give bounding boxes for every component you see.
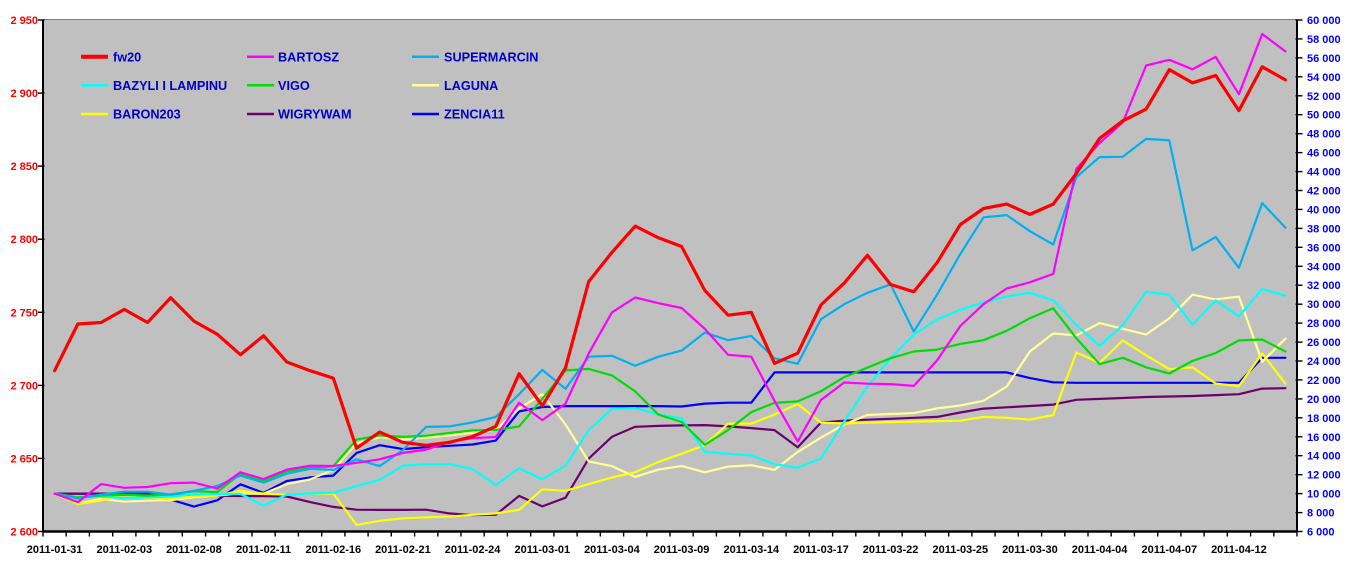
svg-text:2011-03-22: 2011-03-22 bbox=[863, 544, 919, 556]
svg-text:VIGO: VIGO bbox=[278, 79, 310, 93]
svg-text:2 950: 2 950 bbox=[10, 15, 38, 27]
svg-text:2011-03-25: 2011-03-25 bbox=[932, 544, 988, 556]
svg-text:2011-04-04: 2011-04-04 bbox=[1072, 544, 1129, 556]
svg-text:14 000: 14 000 bbox=[1307, 451, 1341, 463]
svg-text:WIGRYWAM: WIGRYWAM bbox=[278, 108, 352, 122]
svg-text:2011-03-01: 2011-03-01 bbox=[514, 544, 570, 556]
svg-text:56 000: 56 000 bbox=[1307, 53, 1341, 65]
svg-text:22 000: 22 000 bbox=[1307, 375, 1341, 387]
svg-text:2 800: 2 800 bbox=[10, 234, 38, 246]
svg-text:8 000: 8 000 bbox=[1307, 508, 1335, 520]
svg-text:2011-03-17: 2011-03-17 bbox=[793, 544, 849, 556]
svg-text:SUPERMARCIN: SUPERMARCIN bbox=[444, 50, 538, 64]
svg-text:2 600: 2 600 bbox=[10, 527, 38, 539]
svg-text:2011-04-12: 2011-04-12 bbox=[1211, 544, 1267, 556]
svg-text:2011-03-30: 2011-03-30 bbox=[1002, 544, 1058, 556]
svg-text:fw20: fw20 bbox=[113, 50, 141, 64]
svg-text:2011-03-09: 2011-03-09 bbox=[654, 544, 710, 556]
svg-text:30 000: 30 000 bbox=[1307, 299, 1341, 311]
svg-text:2 750: 2 750 bbox=[10, 307, 38, 319]
svg-text:44 000: 44 000 bbox=[1307, 167, 1341, 179]
svg-text:ZENCIA11: ZENCIA11 bbox=[444, 108, 505, 122]
svg-text:26 000: 26 000 bbox=[1307, 337, 1341, 349]
svg-text:BARON203: BARON203 bbox=[113, 108, 181, 122]
svg-text:2011-01-31: 2011-01-31 bbox=[27, 544, 83, 556]
svg-text:60 000: 60 000 bbox=[1307, 15, 1341, 27]
svg-text:2011-02-16: 2011-02-16 bbox=[305, 544, 361, 556]
svg-text:LAGUNA: LAGUNA bbox=[444, 79, 498, 93]
svg-text:6 000: 6 000 bbox=[1307, 527, 1335, 539]
svg-text:2 650: 2 650 bbox=[10, 453, 38, 465]
svg-text:BAZYLI I LAMPINU: BAZYLI I LAMPINU bbox=[113, 79, 227, 93]
svg-text:50 000: 50 000 bbox=[1307, 110, 1341, 122]
svg-text:18 000: 18 000 bbox=[1307, 413, 1341, 425]
svg-text:2011-04-07: 2011-04-07 bbox=[1141, 544, 1197, 556]
svg-text:46 000: 46 000 bbox=[1307, 148, 1341, 160]
svg-text:32 000: 32 000 bbox=[1307, 280, 1341, 292]
svg-text:16 000: 16 000 bbox=[1307, 432, 1341, 444]
svg-text:10 000: 10 000 bbox=[1307, 489, 1341, 501]
svg-text:40 000: 40 000 bbox=[1307, 204, 1341, 216]
svg-text:2 700: 2 700 bbox=[10, 380, 38, 392]
svg-text:2 900: 2 900 bbox=[10, 88, 38, 100]
svg-text:12 000: 12 000 bbox=[1307, 470, 1341, 482]
svg-text:2011-02-24: 2011-02-24 bbox=[445, 544, 502, 556]
svg-text:54 000: 54 000 bbox=[1307, 72, 1341, 84]
svg-text:2011-02-21: 2011-02-21 bbox=[375, 544, 431, 556]
svg-text:20 000: 20 000 bbox=[1307, 394, 1341, 406]
svg-text:34 000: 34 000 bbox=[1307, 261, 1341, 273]
svg-text:48 000: 48 000 bbox=[1307, 129, 1341, 141]
svg-text:BARTOSZ: BARTOSZ bbox=[278, 50, 339, 64]
svg-text:42 000: 42 000 bbox=[1307, 186, 1341, 198]
svg-text:2011-02-08: 2011-02-08 bbox=[166, 544, 222, 556]
svg-text:2011-03-04: 2011-03-04 bbox=[584, 544, 641, 556]
svg-text:36 000: 36 000 bbox=[1307, 242, 1341, 254]
svg-text:2011-02-03: 2011-02-03 bbox=[96, 544, 152, 556]
svg-text:58 000: 58 000 bbox=[1307, 34, 1341, 46]
svg-text:52 000: 52 000 bbox=[1307, 91, 1341, 103]
svg-text:2 850: 2 850 bbox=[10, 161, 38, 173]
svg-text:2011-02-11: 2011-02-11 bbox=[236, 544, 291, 556]
svg-text:28 000: 28 000 bbox=[1307, 318, 1341, 330]
svg-text:38 000: 38 000 bbox=[1307, 223, 1341, 235]
svg-text:2011-03-14: 2011-03-14 bbox=[723, 544, 780, 556]
svg-text:24 000: 24 000 bbox=[1307, 356, 1341, 368]
